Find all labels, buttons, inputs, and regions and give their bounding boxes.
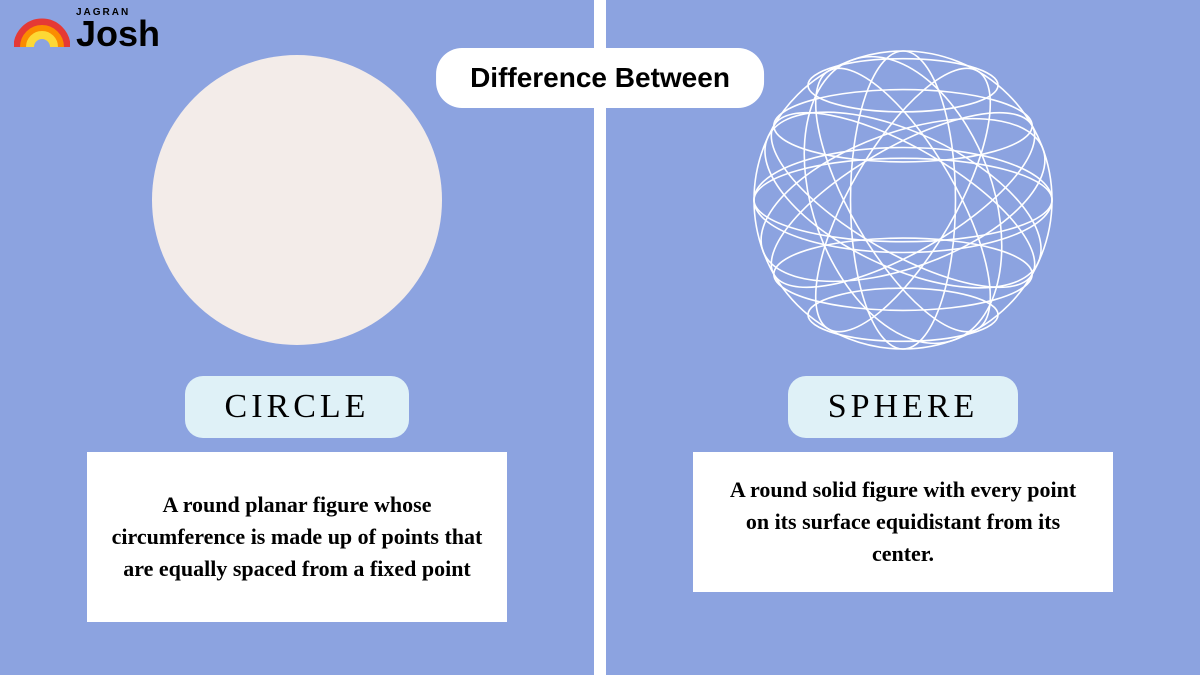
comparison-canvas: JAGRAN Josh CIRCLE A round planar figure… bbox=[0, 0, 1200, 675]
header-label: Difference Between bbox=[470, 62, 730, 93]
wire-sphere-shape bbox=[753, 50, 1053, 350]
rainbow-arc-icon bbox=[14, 13, 70, 47]
brand-logo: JAGRAN Josh bbox=[14, 8, 160, 52]
sphere-description-text: A round solid figure with every point on… bbox=[717, 474, 1089, 570]
circle-label-pill: CIRCLE bbox=[185, 376, 410, 438]
circle-description-text: A round planar figure whose circumferenc… bbox=[111, 489, 483, 585]
sphere-label-text: SPHERE bbox=[828, 388, 979, 425]
header-pill: Difference Between bbox=[436, 48, 764, 108]
sphere-label-pill: SPHERE bbox=[788, 376, 1019, 438]
sphere-description-box: A round solid figure with every point on… bbox=[693, 452, 1113, 592]
logo-big-text: Josh bbox=[76, 16, 160, 52]
flat-circle-shape bbox=[152, 55, 442, 345]
circle-label-text: CIRCLE bbox=[225, 388, 370, 425]
circle-description-box: A round planar figure whose circumferenc… bbox=[87, 452, 507, 622]
